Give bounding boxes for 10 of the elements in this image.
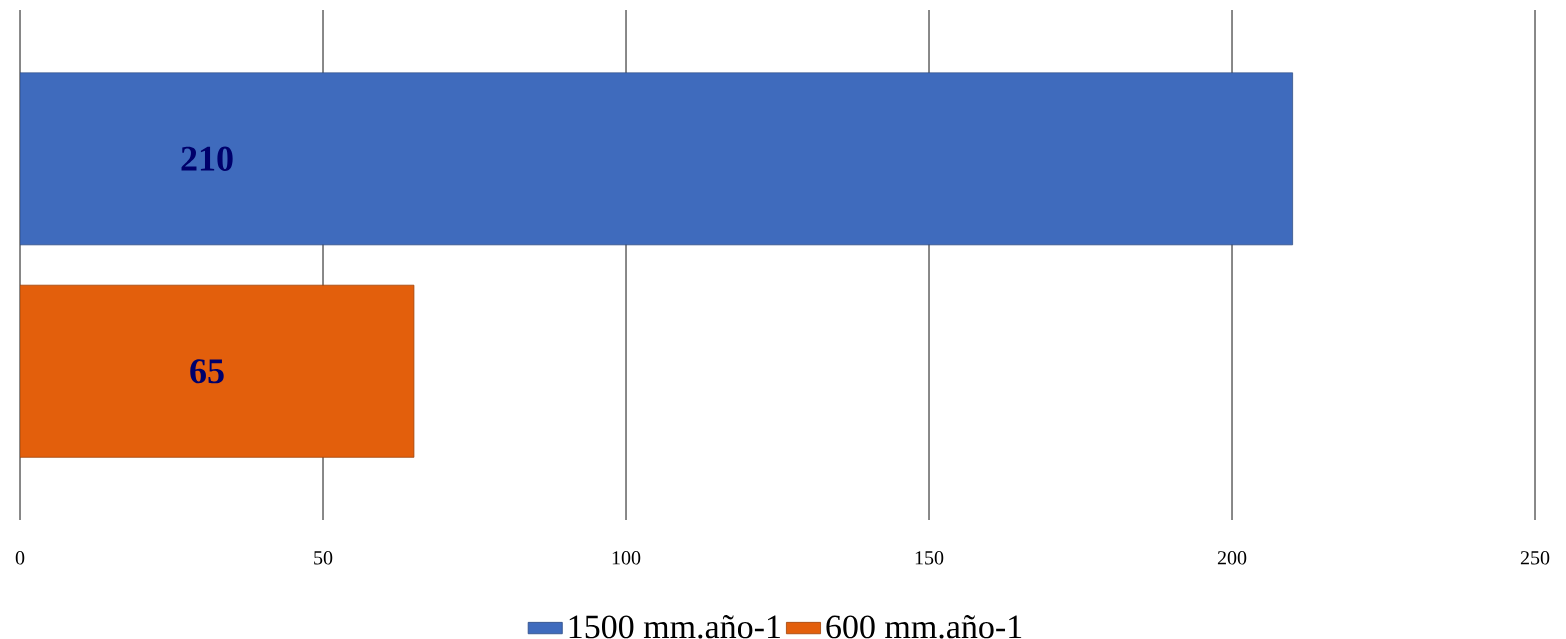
legend-label: 600 mm.año-1 xyxy=(826,615,1022,639)
x-tick-label: 50 xyxy=(314,551,333,565)
x-tick-label: 100 xyxy=(612,551,641,565)
x-tick-label: 200 xyxy=(1217,551,1247,565)
x-tick-label: 0 xyxy=(15,551,25,565)
data-label: 210 xyxy=(181,146,233,171)
legend-label: 1500 mm.año-1 xyxy=(569,615,780,639)
x-tick-label: 250 xyxy=(1520,551,1550,565)
data-label: 65 xyxy=(190,359,224,384)
x-tick-label: 150 xyxy=(915,551,944,565)
